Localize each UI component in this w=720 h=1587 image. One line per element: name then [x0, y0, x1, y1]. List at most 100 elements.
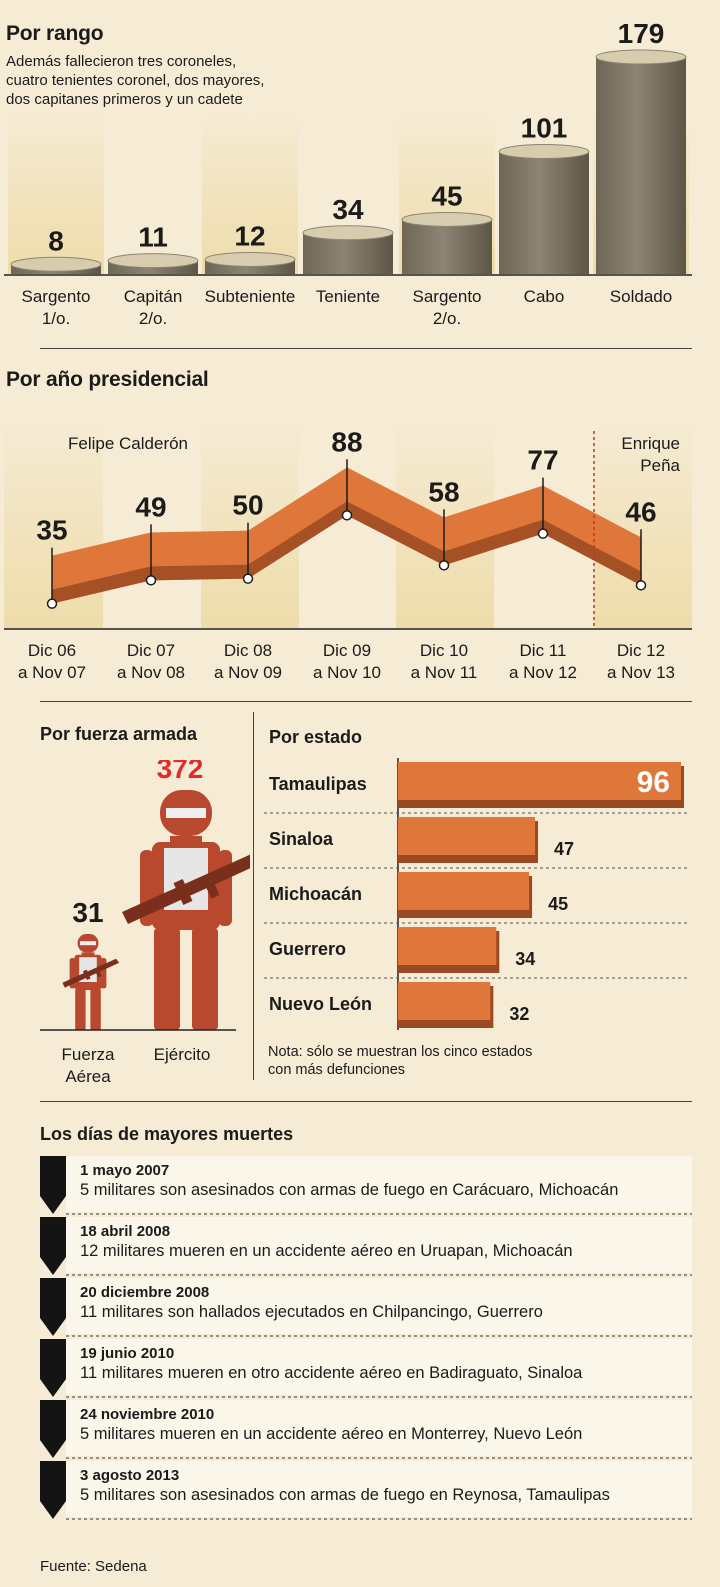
anio-value: 46: [625, 496, 656, 527]
anio-category-label: Dic 09: [323, 641, 371, 660]
fuerza-category-label: Fuerza: [62, 1045, 115, 1064]
section-divider: [253, 712, 254, 1080]
anio-category-label: a Nov 08: [117, 663, 185, 682]
timeline-date: 3 agosto 2013: [80, 1467, 180, 1484]
rango-value: 8: [48, 225, 64, 256]
timeline-desc: 11 militares mueren en otro accidente aé…: [80, 1364, 583, 1382]
anio-point: [145, 575, 157, 586]
rango-category-label: Sargento: [22, 287, 91, 306]
anio-category-label: a Nov 07: [18, 663, 86, 682]
anio-category-label: a Nov 13: [607, 663, 675, 682]
rango-category-label: Soldado: [610, 287, 672, 306]
anio-point: [242, 573, 254, 584]
anio-point: [46, 598, 58, 609]
estado-bar: [398, 872, 530, 910]
fuerza-value: 372: [157, 760, 204, 784]
rango-category-label: Teniente: [316, 287, 380, 306]
anio-value: 35: [36, 515, 67, 546]
timeline-arrow: [40, 1217, 66, 1275]
rango-category-label: 2/o.: [433, 309, 461, 328]
rango-title: Por rango: [6, 22, 104, 45]
rango-bar: [302, 225, 394, 274]
timeline-date: 18 abril 2008: [80, 1223, 171, 1240]
rango-bar: [401, 211, 493, 274]
timeline-arrow: [40, 1400, 66, 1458]
rango-category-label: Cabo: [524, 287, 565, 306]
estado-bar: [398, 762, 681, 800]
timeline-date: 19 junio 2010: [80, 1345, 175, 1362]
fuerza-aerea-figure: [62, 934, 120, 1030]
fuerza-value: 31: [72, 897, 103, 928]
rango-category-label: 2/o.: [139, 309, 167, 328]
timeline-date: 1 mayo 2007: [80, 1162, 170, 1179]
anio-chart: 35 Dic 06 a Nov 07 49 Dic 07 a Nov 08 50 Dic 08…: [4, 415, 692, 682]
rango-value: 179: [618, 18, 665, 49]
anio-category-label: Dic 08: [224, 641, 272, 660]
timeline-desc: 5 militares mueren en un accidente aéreo…: [80, 1425, 583, 1443]
rango-value: 34: [332, 194, 364, 225]
timeline-item: 24 noviembre 2010 5 militares mueren en …: [66, 1400, 692, 1456]
label-pena: Peña: [640, 456, 680, 475]
anio-category-label: a Nov 09: [214, 663, 282, 682]
fuerza-title: Por fuerza armada: [40, 724, 198, 744]
source-note: Fuente: Sedena: [40, 1558, 147, 1575]
anio-category-label: Dic 11: [520, 641, 567, 660]
timeline-arrow: [40, 1278, 66, 1336]
timeline-desc: 11 militares son hallados ejecutados en …: [80, 1303, 543, 1321]
timeline-desc: 12 militares mueren en un accidente aére…: [80, 1242, 573, 1260]
estado-bar: [398, 982, 491, 1020]
anio-point: [635, 580, 647, 591]
anio-value: 49: [135, 491, 166, 522]
timeline-item: 1 mayo 2007 5 militares son asesinados c…: [66, 1156, 692, 1212]
anio-category-label: Dic 07: [127, 641, 175, 660]
rango-bar: [204, 251, 296, 274]
anio-title: Por año presidencial: [6, 368, 209, 391]
fuerza-chart: 31 Fuerza Aérea 372 Ejército: [40, 760, 250, 1086]
timeline-item: 3 agosto 2013 5 militares son asesinados…: [66, 1461, 692, 1517]
timeline-date: 20 diciembre 2008: [80, 1284, 210, 1301]
timeline-arrow: [40, 1339, 66, 1397]
rango-subtitle: Además fallecieron tres coroneles, cuatr…: [6, 53, 265, 108]
anio-value: 77: [527, 445, 558, 476]
timeline-date: 24 noviembre 2010: [80, 1406, 215, 1423]
estado-value: 32: [509, 1004, 529, 1024]
estado-value: 96: [637, 766, 670, 799]
estado-chart: Tamaulipas 96 Sinaloa 47 Michoacán 45 Guerrero…: [264, 758, 690, 1030]
rango-value: 12: [234, 220, 265, 251]
dias-title: Los días de mayores muertes: [40, 1124, 294, 1144]
rango-bar: [595, 49, 687, 274]
ejercito-figure: [122, 790, 250, 1030]
estado-value: 47: [554, 839, 574, 859]
rango-chart: 8 Sargento 1/o. 11 Capitán 2/o. 12 Subteniente 3…: [4, 18, 692, 328]
fuerza-category-label: Aérea: [65, 1067, 111, 1086]
anio-category-label: Dic 12: [617, 641, 665, 660]
estado-label: Nuevo León: [269, 994, 372, 1014]
estado-bar: [398, 817, 536, 855]
label-calderon: Felipe Calderón: [68, 434, 188, 453]
timeline-arrow: [40, 1156, 66, 1214]
rango-value: 11: [138, 222, 168, 253]
estado-bar: [398, 927, 497, 965]
fuerza-category-label: Ejército: [154, 1045, 211, 1064]
rango-value: 101: [521, 113, 568, 144]
estado-label: Michoacán: [269, 884, 362, 904]
timeline-item: 20 diciembre 2008 11 militares son halla…: [66, 1278, 692, 1334]
timeline-arrow: [40, 1461, 66, 1519]
rango-bar: [498, 144, 590, 274]
anio-category-label: a Nov 10: [313, 663, 381, 682]
anio-value: 50: [232, 490, 263, 521]
estado-label: Guerrero: [269, 939, 346, 959]
timeline-item: 19 junio 2010 11 militares mueren en otr…: [66, 1339, 692, 1395]
rango-category-label: Subteniente: [205, 287, 296, 306]
estado-label: Sinaloa: [269, 829, 334, 849]
anio-point: [537, 528, 549, 539]
rango-category-label: 1/o.: [42, 309, 70, 328]
timeline-item: 18 abril 2008 12 militares mueren en un …: [66, 1217, 692, 1273]
rango-category-label: Sargento: [413, 287, 482, 306]
anio-point: [341, 510, 353, 521]
anio-point: [438, 560, 450, 571]
estado-value: 45: [548, 894, 568, 914]
rango-category-label: Capitán: [124, 287, 183, 306]
timeline-desc: 5 militares son asesinados con armas de …: [80, 1486, 610, 1504]
anio-value: 88: [331, 426, 362, 457]
